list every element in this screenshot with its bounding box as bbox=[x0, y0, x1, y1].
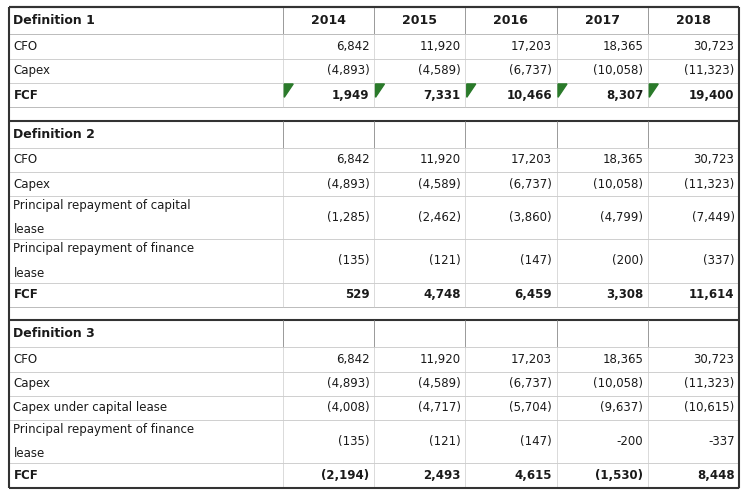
Text: (147): (147) bbox=[521, 254, 552, 267]
Text: 1,949: 1,949 bbox=[332, 89, 370, 101]
Text: (4,893): (4,893) bbox=[327, 64, 370, 77]
Text: (10,058): (10,058) bbox=[593, 64, 643, 77]
Text: Principal repayment of finance: Principal repayment of finance bbox=[13, 243, 194, 255]
Text: 3,308: 3,308 bbox=[606, 288, 643, 301]
Text: 11,920: 11,920 bbox=[420, 353, 461, 366]
Text: 2017: 2017 bbox=[585, 14, 619, 27]
Text: 2015: 2015 bbox=[402, 14, 437, 27]
Text: Capex: Capex bbox=[13, 178, 50, 191]
Text: 2,493: 2,493 bbox=[423, 469, 461, 482]
Text: Definition 3: Definition 3 bbox=[13, 327, 95, 341]
Text: 4,615: 4,615 bbox=[515, 469, 552, 482]
Text: lease: lease bbox=[13, 267, 45, 280]
Text: 11,614: 11,614 bbox=[689, 288, 735, 301]
Text: (4,799): (4,799) bbox=[601, 211, 643, 224]
Text: (4,008): (4,008) bbox=[327, 401, 370, 414]
Text: (6,737): (6,737) bbox=[509, 178, 552, 191]
Text: 6,459: 6,459 bbox=[515, 288, 552, 301]
Text: (4,589): (4,589) bbox=[418, 377, 461, 390]
Polygon shape bbox=[284, 84, 293, 98]
Text: (9,637): (9,637) bbox=[601, 401, 643, 414]
Text: (2,194): (2,194) bbox=[322, 469, 370, 482]
Text: 19,400: 19,400 bbox=[689, 89, 735, 101]
Text: 8,307: 8,307 bbox=[606, 89, 643, 101]
Text: (135): (135) bbox=[338, 254, 370, 267]
Text: 2014: 2014 bbox=[311, 14, 346, 27]
Text: 8,448: 8,448 bbox=[697, 469, 735, 482]
Text: 10,466: 10,466 bbox=[506, 89, 552, 101]
Text: (10,058): (10,058) bbox=[593, 178, 643, 191]
Text: (3,860): (3,860) bbox=[509, 211, 552, 224]
Text: 6,842: 6,842 bbox=[336, 40, 370, 53]
Text: (4,717): (4,717) bbox=[418, 401, 461, 414]
Text: FCF: FCF bbox=[13, 469, 38, 482]
Text: (121): (121) bbox=[429, 435, 461, 448]
Text: 11,920: 11,920 bbox=[420, 40, 461, 53]
Text: lease: lease bbox=[13, 447, 45, 460]
Text: 2018: 2018 bbox=[676, 14, 711, 27]
Text: (4,893): (4,893) bbox=[327, 377, 370, 390]
Text: (7,449): (7,449) bbox=[692, 211, 735, 224]
Text: 18,365: 18,365 bbox=[602, 153, 643, 166]
Text: 17,203: 17,203 bbox=[511, 353, 552, 366]
Text: 17,203: 17,203 bbox=[511, 153, 552, 166]
Text: FCF: FCF bbox=[13, 288, 38, 301]
Text: (6,737): (6,737) bbox=[509, 64, 552, 77]
Text: (1,530): (1,530) bbox=[595, 469, 643, 482]
Text: (135): (135) bbox=[338, 435, 370, 448]
Text: (11,323): (11,323) bbox=[684, 178, 735, 191]
Text: (200): (200) bbox=[612, 254, 643, 267]
Text: lease: lease bbox=[13, 223, 45, 237]
Text: (6,737): (6,737) bbox=[509, 377, 552, 390]
Text: Principal repayment of finance: Principal repayment of finance bbox=[13, 423, 194, 436]
Text: CFO: CFO bbox=[13, 153, 37, 166]
Text: Definition 2: Definition 2 bbox=[13, 128, 95, 141]
Text: (11,323): (11,323) bbox=[684, 377, 735, 390]
Text: 7,331: 7,331 bbox=[423, 89, 461, 101]
Text: Capex: Capex bbox=[13, 377, 50, 390]
Text: 4,748: 4,748 bbox=[423, 288, 461, 301]
Text: Definition 1: Definition 1 bbox=[13, 14, 95, 27]
Text: 6,842: 6,842 bbox=[336, 353, 370, 366]
Text: (4,893): (4,893) bbox=[327, 178, 370, 191]
Text: (4,589): (4,589) bbox=[418, 178, 461, 191]
Text: 11,920: 11,920 bbox=[420, 153, 461, 166]
Text: 529: 529 bbox=[345, 288, 370, 301]
Text: -337: -337 bbox=[708, 435, 735, 448]
Text: (4,589): (4,589) bbox=[418, 64, 461, 77]
Text: 30,723: 30,723 bbox=[693, 153, 735, 166]
Polygon shape bbox=[649, 84, 658, 98]
Text: Principal repayment of capital: Principal repayment of capital bbox=[13, 199, 191, 212]
Polygon shape bbox=[558, 84, 567, 98]
Text: Capex: Capex bbox=[13, 64, 50, 77]
Text: CFO: CFO bbox=[13, 353, 37, 366]
Text: (1,285): (1,285) bbox=[327, 211, 370, 224]
Text: (2,462): (2,462) bbox=[418, 211, 461, 224]
Text: 18,365: 18,365 bbox=[602, 40, 643, 53]
Polygon shape bbox=[375, 84, 384, 98]
Text: (11,323): (11,323) bbox=[684, 64, 735, 77]
Text: 17,203: 17,203 bbox=[511, 40, 552, 53]
Text: FCF: FCF bbox=[13, 89, 38, 101]
Text: 18,365: 18,365 bbox=[602, 353, 643, 366]
Text: Capex under capital lease: Capex under capital lease bbox=[13, 401, 168, 414]
Text: (10,615): (10,615) bbox=[684, 401, 735, 414]
Text: (10,058): (10,058) bbox=[593, 377, 643, 390]
Polygon shape bbox=[467, 84, 476, 98]
Text: (5,704): (5,704) bbox=[509, 401, 552, 414]
Text: 30,723: 30,723 bbox=[693, 353, 735, 366]
Text: 30,723: 30,723 bbox=[693, 40, 735, 53]
Text: (147): (147) bbox=[521, 435, 552, 448]
Text: 2016: 2016 bbox=[494, 14, 528, 27]
Text: -200: -200 bbox=[616, 435, 643, 448]
Text: CFO: CFO bbox=[13, 40, 37, 53]
Text: (121): (121) bbox=[429, 254, 461, 267]
Text: (337): (337) bbox=[703, 254, 735, 267]
Text: 6,842: 6,842 bbox=[336, 153, 370, 166]
